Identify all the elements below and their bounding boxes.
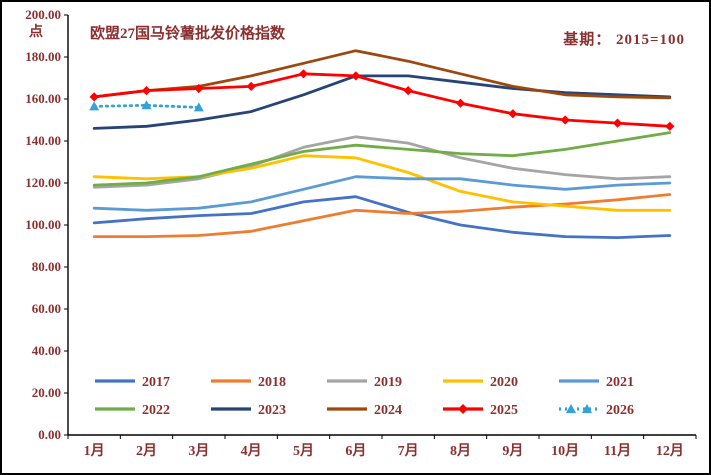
diamond-marker <box>351 71 361 81</box>
legend-label-2024: 2024 <box>374 403 402 418</box>
x-tick-label: 5月 <box>293 443 314 459</box>
y-tick-label: 60.00 <box>32 301 61 316</box>
legend-label-2022: 2022 <box>142 403 170 418</box>
y-tick-label: 120.00 <box>25 175 61 190</box>
x-tick-label: 9月 <box>502 443 523 459</box>
triangle-marker <box>193 102 204 112</box>
legend-label-2018: 2018 <box>258 375 286 390</box>
y-tick-label: 40.00 <box>32 343 61 358</box>
x-tick-label: 10月 <box>551 443 579 459</box>
x-tick-label: 3月 <box>188 443 209 459</box>
y-tick-label: 140.00 <box>25 133 61 148</box>
diamond-marker <box>508 109 518 119</box>
series-line-2022 <box>92 131 672 187</box>
x-tick-label: 11月 <box>604 443 631 459</box>
diamond-marker <box>665 121 675 131</box>
legend-label-2017: 2017 <box>142 375 170 390</box>
x-tick-label: 4月 <box>241 443 262 459</box>
diamond-marker <box>612 118 623 128</box>
y-tick-label: 20.00 <box>32 385 61 400</box>
triangle-marker <box>141 100 152 110</box>
y-tick-label: 180.00 <box>25 49 61 64</box>
series-line-2018 <box>92 193 672 239</box>
y-tick-label: 200.00 <box>25 7 61 22</box>
legend-label-2025: 2025 <box>490 403 518 418</box>
y-tick-label: 100.00 <box>25 217 61 232</box>
x-tick-label: 7月 <box>398 443 419 459</box>
x-tick-label: 12月 <box>656 443 684 459</box>
diamond-marker <box>298 69 309 79</box>
legend-label-2026: 2026 <box>606 403 634 418</box>
legend-label-2021: 2021 <box>606 375 634 390</box>
series-line-2019 <box>92 135 672 189</box>
y-tick-label: 0.00 <box>38 427 61 442</box>
legend-label-2023: 2023 <box>258 403 286 418</box>
y-tick-label: 80.00 <box>32 259 61 274</box>
diamond-marker <box>246 81 256 91</box>
diamond-marker <box>403 86 413 96</box>
triangle-marker <box>566 404 576 413</box>
legend-label-2019: 2019 <box>374 375 402 390</box>
x-tick-label: 1月 <box>84 443 105 459</box>
triangle-marker <box>89 101 100 111</box>
series-line-2026 <box>92 103 201 109</box>
series-line-2024 <box>92 49 672 100</box>
y-axis-unit-label: 点 <box>29 23 43 40</box>
series-line-2017 <box>92 195 672 240</box>
legend-label-2020: 2020 <box>490 375 518 390</box>
diamond-marker <box>89 92 99 102</box>
series-line-2025 <box>92 72 672 128</box>
diamond-marker <box>141 86 152 96</box>
diamond-marker <box>560 115 570 125</box>
diamond-marker <box>194 83 204 94</box>
diamond-marker <box>458 404 468 414</box>
series-line-2021 <box>92 175 672 212</box>
triangle-marker <box>582 404 592 413</box>
x-tick-label: 2月 <box>136 443 157 459</box>
diamond-marker <box>455 98 466 108</box>
series-line-2023 <box>92 74 672 130</box>
base-period-note: 基期： 2015=100 <box>563 32 685 48</box>
chart-title: 欧盟27国马铃薯批发价格指数 <box>90 26 286 42</box>
x-tick-label: 6月 <box>345 443 366 459</box>
y-tick-label: 160.00 <box>25 91 61 106</box>
x-tick-label: 8月 <box>450 443 471 459</box>
